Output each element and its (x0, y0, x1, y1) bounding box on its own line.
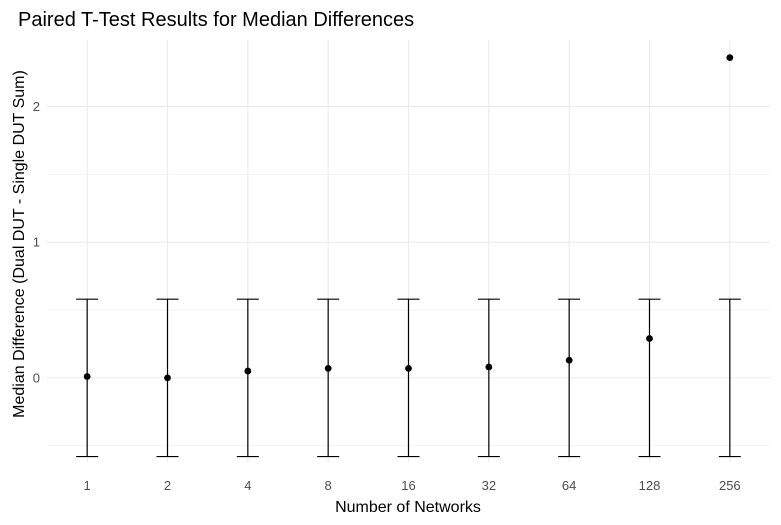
errorbar-layer (76, 298, 741, 458)
error-bar (638, 298, 661, 458)
x-axis-title: Number of Networks (335, 499, 481, 516)
error-bar (397, 298, 420, 458)
error-bar (236, 298, 259, 458)
x-tick-labels: 1 2 4 8 16 32 64 128 256 (84, 478, 741, 493)
x-tick-label: 16 (401, 478, 415, 493)
y-axis-title: Median Difference (Dual DUT - Single DUT… (11, 70, 28, 418)
y-tick-label: 2 (33, 99, 40, 114)
error-bar (477, 298, 500, 458)
y-tick-label: 0 (33, 370, 40, 385)
data-point (164, 374, 171, 382)
x-tick-label: 64 (562, 478, 576, 493)
y-tick-labels: 0 1 2 (33, 99, 40, 385)
data-point (565, 356, 573, 364)
y-tick-label: 1 (33, 235, 40, 250)
error-bar (558, 298, 581, 458)
x-tick-label: 8 (325, 478, 332, 493)
x-tick-label: 32 (482, 478, 496, 493)
error-bar (718, 298, 741, 458)
data-point (405, 364, 412, 372)
data-point (646, 335, 653, 342)
x-tick-label: 2 (164, 478, 171, 493)
error-bar (317, 298, 340, 458)
chart-title: Paired T-Test Results for Median Differe… (18, 9, 414, 31)
data-point (726, 54, 734, 62)
data-point (485, 363, 493, 371)
x-tick-label: 256 (719, 478, 741, 493)
data-point (324, 364, 332, 372)
x-tick-label: 4 (244, 478, 251, 493)
point-layer (83, 54, 734, 382)
x-tick-label: 1 (84, 478, 91, 493)
data-point (244, 367, 252, 375)
x-tick-label: 128 (639, 478, 661, 493)
data-point (83, 373, 91, 380)
